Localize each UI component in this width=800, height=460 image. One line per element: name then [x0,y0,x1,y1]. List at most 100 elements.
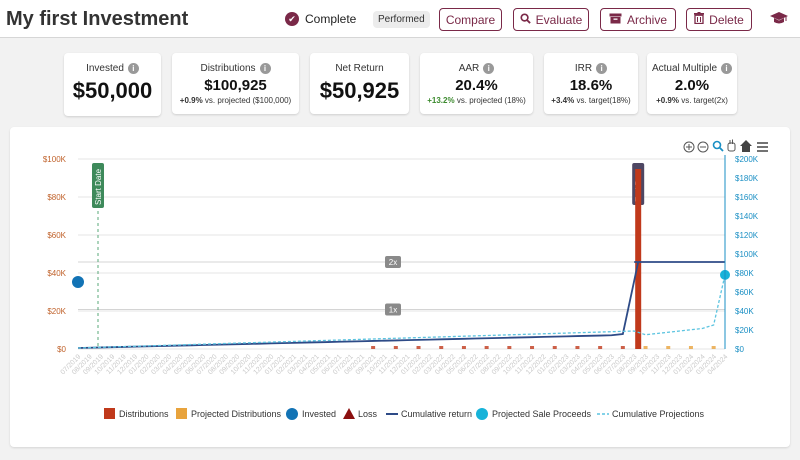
distribution-bar[interactable] [416,346,421,349]
projected-distribution-bar[interactable] [643,346,648,349]
distribution-bar[interactable] [439,346,444,349]
right-axis-tick-label: $0 [735,345,744,354]
legend-projected-distributions[interactable]: Projected Distributions [176,408,282,419]
card-comparison: +0.9% vs. projected ($100,000) [172,96,299,105]
cumulative-return-line [77,261,725,349]
card-delta: +13.2% [427,96,455,105]
chart-legend: Distributions Projected Distributions Inve… [104,408,705,420]
distribution-bar[interactable] [461,346,466,349]
legend-label: Cumulative return [401,409,472,419]
card-label: Invested [86,63,124,74]
card-note: vs. projected (18%) [456,96,526,105]
invested-point[interactable] [72,276,84,288]
magnifier-icon[interactable] [712,140,724,152]
right-axis-tick-label: $180K [735,174,759,183]
distribution-bar[interactable] [371,346,376,349]
card-note: vs. target(18%) [576,96,631,105]
legend-projected-sale-proceeds[interactable]: Projected Sale Proceeds [476,408,592,420]
projected-distribution-bar[interactable] [666,346,671,349]
legend-swatch [104,408,115,419]
chart-toolbar [683,139,768,153]
start-date-label: Start Date [94,168,103,205]
card-comparison: +3.4% vs. target(18%) [544,96,638,105]
compare-button-label: Compare [445,12,496,27]
info-icon[interactable]: i [259,63,271,74]
info-icon[interactable]: i [483,63,495,74]
legend-label: Invested [302,409,336,419]
legend-label: Cumulative Projections [612,409,705,419]
distribution-bar[interactable] [393,346,398,349]
compare-button[interactable]: Compare [439,8,502,31]
card-label: IRR [574,63,593,74]
legend-label: Projected Distributions [191,409,282,419]
distribution-bar[interactable] [507,346,512,349]
cumulative-projections-line [77,274,726,349]
status-indicator: ✔ Complete [285,12,356,26]
right-axis-tick-label: $200K [735,155,759,164]
page-header: My first Investment ✔ Complete Performed… [0,0,800,38]
distribution-bar[interactable] [530,346,535,349]
right-axis-tick-label: $80K [735,269,754,278]
delete-button-label: Delete [709,12,744,27]
projected-distribution-bar[interactable] [711,346,716,349]
graduation-cap-icon[interactable] [770,11,788,25]
net-return-card: Net Return $50,925 [310,53,409,114]
archive-button[interactable]: Archive [600,8,676,31]
investment-chart: 2x 1x Start DateEnd Date $0 $20K $40K $60K $8… [43,139,768,420]
left-axis-tick-label: $40K [47,269,66,278]
actual-multiple-card: Actual Multiple i 2.0% +0.9% vs. target(2… [647,53,737,114]
legend-cumulative-projections[interactable]: Cumulative Projections [597,409,705,419]
card-delta: +0.9% [179,96,203,105]
card-value: 20.4% [455,77,498,94]
menu-icon[interactable] [757,142,768,152]
legend-cumulative-return[interactable]: Cumulative return [386,409,472,419]
legend-loss[interactable]: Loss [343,408,378,419]
distribution-bar[interactable] [598,346,603,349]
left-axis-tick-label: $80K [47,193,66,202]
card-value: $50,000 [72,78,153,103]
distribution-bar[interactable] [620,346,625,349]
info-icon[interactable]: i [127,63,139,74]
legend-distributions[interactable]: Distributions [104,408,169,419]
projected-distribution-bar[interactable] [688,346,693,349]
left-axis-tick-label: $20K [47,307,66,316]
check-circle-icon: ✔ [285,12,299,26]
card-label: Distributions [200,63,256,74]
legend-invested[interactable]: Invested [286,408,336,420]
distribution-bar[interactable] [484,346,489,349]
reference-line-badge [385,256,401,268]
distribution-bar[interactable] [635,169,642,349]
evaluate-button-label: Evaluate [535,12,583,27]
card-value: 2.0% [674,77,710,94]
trash-icon [694,12,705,27]
legend-swatch [343,408,355,419]
reference-line-label: 1x [389,306,397,315]
zoom-out-icon[interactable] [697,141,709,153]
info-icon[interactable]: i [596,63,608,74]
info-icon[interactable]: i [721,63,733,74]
right-axis-tick-label: $20K [735,326,754,335]
home-icon[interactable] [740,140,752,152]
right-axis-tick-label: $140K [735,212,759,221]
pan-hand-icon[interactable] [727,139,736,152]
irr-card: IRR i 18.6% +3.4% vs. target(18%) [544,53,638,114]
zoom-in-icon[interactable] [683,141,695,153]
legend-label: Distributions [119,409,169,419]
distribution-bar[interactable] [575,346,580,349]
delete-button[interactable]: Delete [686,8,752,31]
reference-line-badge [385,303,401,316]
aar-card: AAR i 20.4% +13.2% vs. projected (18%) [420,53,533,114]
card-value: 18.6% [569,77,613,94]
card-value: $100,925 [204,77,267,94]
distribution-bar[interactable] [552,346,557,349]
card-note: vs. target(2x) [681,96,728,105]
legend-swatch [176,408,187,419]
right-axis-tick-label: $60K [735,288,754,297]
distributions-card: Distributions i $100,925 +0.9% vs. projec… [172,53,299,114]
investment-chart-card: 2x 1x Start DateEnd Date $0 $20K $40K $60K $8… [10,127,790,447]
chart-marks: Start DateEnd Date [72,163,730,349]
status-label: Complete [305,12,357,26]
archive-button-label: Archive [626,12,667,27]
right-axis-tick-label: $100K [735,250,759,259]
evaluate-button[interactable]: Evaluate [513,8,589,31]
